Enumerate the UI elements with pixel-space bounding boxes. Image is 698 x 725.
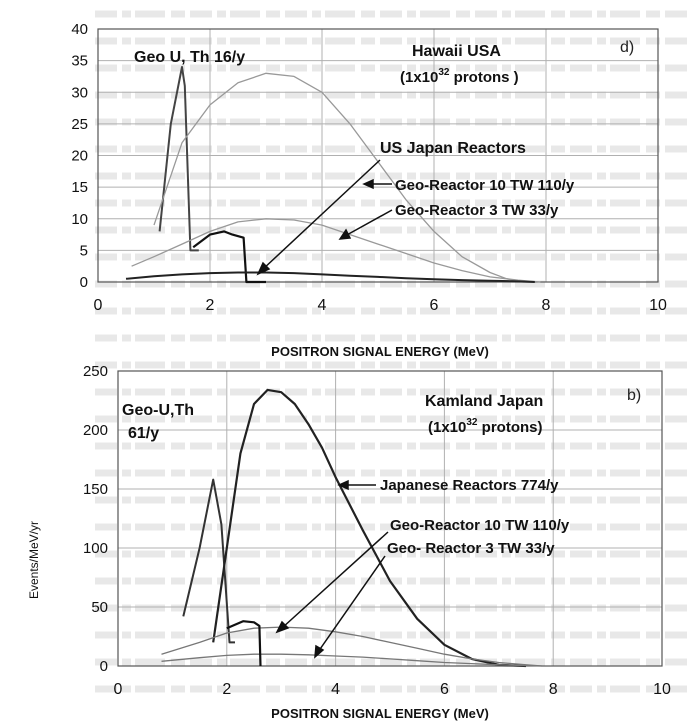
x-tick-label: 2 bbox=[206, 297, 215, 314]
x-tick-label: 0 bbox=[94, 297, 103, 314]
arrowhead-reactors bbox=[256, 261, 271, 276]
y-tick-label: 200 bbox=[83, 422, 108, 439]
arrow-3tw bbox=[317, 555, 386, 653]
x-axis-label: POSITRON SIGNAL ENERGY (MeV) bbox=[271, 706, 489, 721]
y-tick-label: 250 bbox=[83, 363, 108, 380]
x-tick-label: 8 bbox=[542, 297, 551, 314]
series-line-geo_uth bbox=[158, 66, 199, 252]
series-line-japanese_reactors bbox=[212, 388, 527, 668]
geo-reactor-10tw-label: Geo-Reactor 10 TW 110/y bbox=[390, 517, 570, 534]
x-tick-label: 4 bbox=[331, 681, 340, 698]
x-axis-label: POSITRON SIGNAL ENERGY (MeV) bbox=[271, 344, 489, 359]
protons-exponent: 32 bbox=[466, 417, 478, 428]
y-axis-label: Events/MeV/yr bbox=[27, 521, 41, 599]
series-line-geo_reactor_10tw bbox=[153, 72, 524, 283]
series-line-us_japan_reactors bbox=[125, 271, 535, 283]
x-tick-label: 8 bbox=[549, 681, 558, 698]
series-line-geo_step bbox=[226, 620, 262, 667]
x-tick-label: 6 bbox=[430, 297, 439, 314]
y-tick-label: 20 bbox=[71, 148, 88, 165]
tick-labels: 0 50 100 150 200 250 0 2 4 6 8 10 bbox=[83, 363, 671, 698]
arrow-reactors bbox=[261, 159, 381, 271]
protons-exponent: 32 bbox=[438, 67, 450, 78]
y-tick-label: 150 bbox=[83, 481, 108, 498]
geo-reactor-3tw-label: Geo- Reactor 3 TW 33/y bbox=[387, 540, 555, 557]
series-line-geo_reactor_3tw bbox=[131, 218, 541, 283]
site-label: Kamland Japan bbox=[425, 393, 543, 410]
protons-suffix: protons ) bbox=[450, 69, 519, 86]
protons-prefix: (1x10 bbox=[400, 69, 438, 86]
series-line-geo_reactor_10tw bbox=[161, 626, 543, 667]
site-label: Hawaii USA bbox=[412, 43, 501, 60]
arrowhead-3tw bbox=[338, 228, 352, 240]
series-layer bbox=[125, 66, 541, 284]
arrowhead-10tw bbox=[275, 620, 290, 634]
y-tick-label: 30 bbox=[71, 84, 88, 101]
arrowhead-10tw bbox=[362, 178, 374, 190]
chart-hawaii: 0 5 10 15 20 25 30 35 40 0 2 4 6 8 10 POSITRON SIGNAL … bbox=[71, 21, 667, 359]
site-protons-label: (1x1032 protons) bbox=[428, 417, 543, 436]
arrow-10tw bbox=[281, 531, 389, 629]
axes bbox=[97, 28, 659, 283]
series-layer bbox=[161, 388, 543, 668]
x-tick-label: 0 bbox=[114, 681, 123, 698]
y-tick-label: 5 bbox=[80, 242, 88, 259]
chart-kamland: 0 50 100 150 200 250 0 2 4 6 8 10 POSITRON SIGNAL E… bbox=[27, 363, 671, 721]
geo-reactor-10tw-label: Geo-Reactor 10 TW 110/y bbox=[395, 177, 575, 194]
reactor-label: Japanese Reactors 774/y bbox=[380, 477, 559, 494]
y-tick-label: 0 bbox=[100, 658, 108, 675]
plot-frame bbox=[97, 28, 659, 283]
arrow-3tw bbox=[344, 209, 393, 237]
panel-label: b) bbox=[627, 387, 641, 404]
y-tick-label: 25 bbox=[71, 116, 88, 133]
y-tick-label: 15 bbox=[71, 179, 88, 196]
y-tick-label: 35 bbox=[71, 53, 88, 70]
y-tick-label: 50 bbox=[91, 599, 108, 616]
x-tick-label: 10 bbox=[653, 681, 671, 698]
series-line-geo_step bbox=[192, 230, 266, 284]
axes bbox=[117, 370, 663, 667]
protons-prefix: (1x10 bbox=[428, 419, 466, 436]
y-tick-label: 0 bbox=[80, 274, 88, 291]
annotation-arrows bbox=[256, 159, 393, 276]
arrowhead-japanese-reactors bbox=[337, 479, 349, 491]
plot-frame bbox=[117, 370, 663, 667]
annotation-arrows bbox=[275, 479, 389, 659]
x-tick-label: 6 bbox=[440, 681, 449, 698]
x-tick-label: 10 bbox=[649, 297, 667, 314]
arrowhead-3tw bbox=[314, 644, 325, 659]
site-protons-label: (1x1032 protons ) bbox=[400, 67, 519, 86]
panel-label: d) bbox=[620, 39, 634, 56]
reactor-label: US Japan Reactors bbox=[380, 140, 526, 157]
y-tick-label: 40 bbox=[71, 21, 88, 38]
x-tick-label: 2 bbox=[222, 681, 231, 698]
geo-uth-label-line2: 61/y bbox=[128, 425, 159, 442]
series-line-geo_reactor_3tw bbox=[161, 653, 543, 667]
geo-uth-label-line1: Geo-U,Th bbox=[122, 402, 194, 419]
geo-reactor-3tw-label: Geo-Reactor 3 TW 33/y bbox=[395, 202, 559, 219]
y-tick-label: 10 bbox=[71, 211, 88, 228]
series-line-geo_uth bbox=[182, 478, 235, 644]
y-tick-label: 100 bbox=[83, 540, 108, 557]
protons-suffix: protons) bbox=[478, 419, 543, 436]
x-tick-label: 4 bbox=[318, 297, 327, 314]
tick-labels: 0 5 10 15 20 25 30 35 40 0 2 4 6 8 10 bbox=[71, 21, 667, 314]
geo-uth-label: Geo U, Th 16/y bbox=[134, 49, 245, 66]
